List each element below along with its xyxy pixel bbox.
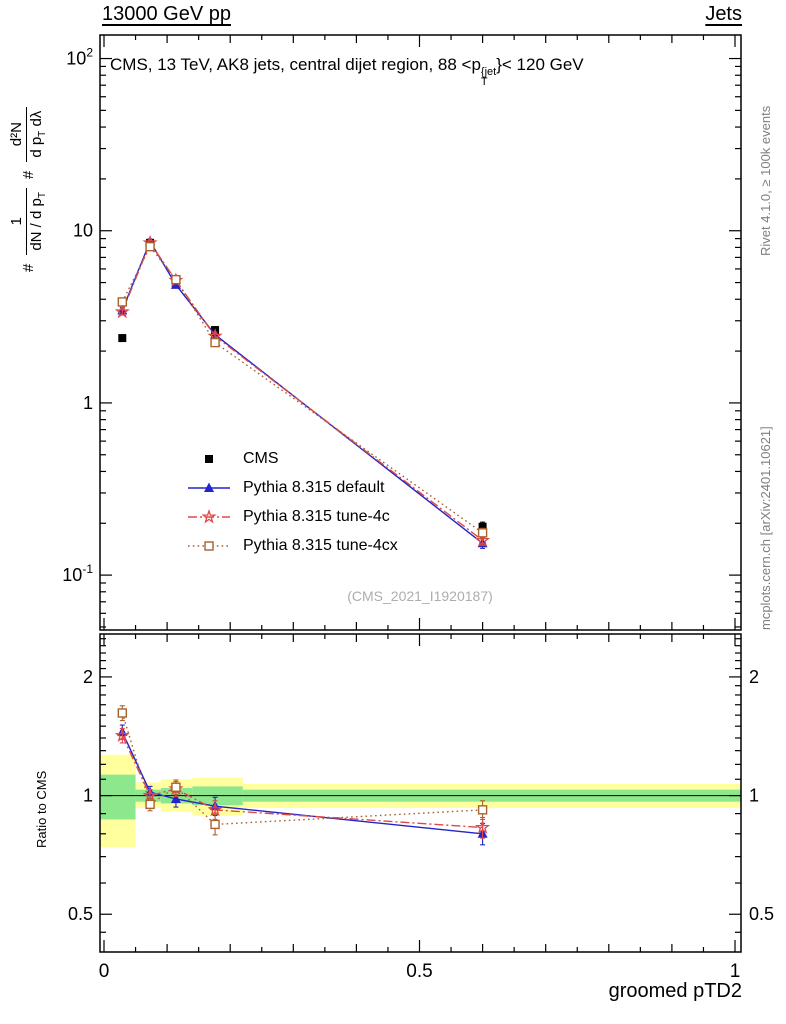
ratio-tick-label-right: 2 — [749, 667, 759, 687]
x-axis-tick-label: 0 — [99, 961, 110, 982]
marker-open-square — [204, 540, 214, 551]
ylabel-frac2-num: d²N — [8, 106, 27, 162]
marker-open-square — [145, 799, 155, 810]
legend-label: Pythia 8.315 tune-4c — [243, 507, 390, 525]
ylabel-fraction-2: d²N d pT dλ — [8, 106, 48, 162]
marker-open-square — [171, 782, 181, 792]
ratio-tick-label-right: 0.5 — [749, 904, 774, 924]
plot-title-text: CMS, 13 TeV, AK8 jets, central dijet reg… — [110, 55, 481, 74]
legend-entry: Pythia 8.315 tune-4cx — [186, 531, 398, 560]
ratio-tick-label-right: 1 — [749, 786, 759, 806]
plot-title-sub: T — [480, 76, 488, 88]
marker-filled-triangle — [170, 793, 181, 804]
marker-open-star — [114, 303, 130, 319]
marker-open-star — [475, 532, 491, 547]
ylabel-fraction-1: 1 dN / d pT — [8, 188, 48, 255]
y-axis-tick-label: 102 — [66, 46, 93, 69]
marker-open-star — [207, 801, 223, 817]
ylabel-frac1-den-sub: T — [37, 192, 48, 199]
ylabel-frac1-den: dN / d pT — [27, 188, 48, 255]
marker-filled-square — [118, 334, 127, 343]
legend-label: Pythia 8.315 tune-4cx — [243, 536, 398, 554]
x-axis-tick-label: 0.5 — [406, 961, 432, 982]
ratio-tick-label-left: 0.5 — [68, 904, 93, 924]
legend-entry: Pythia 8.315 default — [186, 473, 398, 502]
marker-open-square — [117, 708, 127, 718]
marker-filled-triangle — [204, 482, 214, 492]
marker-open-square — [171, 274, 181, 285]
x-axis-title: groomed pTD2 — [608, 980, 742, 1002]
legend-sample-square-filled — [205, 454, 213, 463]
legend-sample-triangle-filled — [188, 482, 230, 492]
plot-title-suffix: }< 120 GeV — [496, 55, 584, 74]
ylabel-frac2-den-sub: T — [37, 130, 48, 137]
y-axis-tick-label: 10-1 — [62, 562, 93, 585]
rivet-version-label: Rivet 4.1.0, ≥ 100k events — [758, 105, 773, 256]
ylabel-frac2-den-text2: dλ — [28, 110, 45, 131]
plot-title: CMS, 13 TeV, AK8 jets, central dijet reg… — [110, 55, 584, 88]
ratio-axis-label: Ratio to CMS — [34, 770, 49, 848]
mcplots-arxiv-label: mcplots.cern.ch [arXiv:2401.10621] — [758, 426, 773, 630]
legend-sample-star-open — [188, 508, 230, 524]
pt-jet-superscript: {jet T — [480, 66, 497, 88]
ratio-tick-label-left: 1 — [83, 786, 93, 806]
ylabel-hash2: # — [19, 170, 37, 180]
ylabel-frac2-den-text: d p — [28, 136, 45, 158]
ratio-tick-label-left: 2 — [83, 667, 93, 687]
plot-title-sup: {jet — [480, 66, 497, 78]
ylabel-frac1-den-text: dN / d p — [28, 198, 45, 251]
ylabel-hash: # — [19, 263, 37, 272]
marker-filled-square — [205, 454, 213, 463]
marker-open-square — [210, 819, 220, 830]
y-axis-tick-label: 1 — [83, 393, 93, 413]
y-axis-label-main: # 1 dN / d pT # d²N d pT dλ — [8, 106, 48, 272]
marker-open-square — [477, 528, 488, 538]
legend-label: Pythia 8.315 default — [243, 478, 385, 496]
ratio-panel-frame — [99, 633, 742, 953]
ylabel-frac2-den: d pT dλ — [27, 107, 48, 162]
series-main-pythia-8-315-tune-4cx — [117, 241, 488, 539]
marker-open-square — [145, 241, 155, 252]
legend-entry: Pythia 8.315 tune-4c — [186, 502, 398, 531]
ylabel-frac1-num: 1 — [8, 188, 27, 255]
process-header: Jets — [705, 3, 742, 25]
x-axis-tick-label: 1 — [730, 961, 741, 982]
legend-entry: CMS — [186, 444, 398, 473]
legend: CMS Pythia 8.315 default Pythia 8.315 tune… — [186, 444, 398, 560]
marker-open-star — [475, 819, 491, 834]
marker-open-square — [117, 297, 127, 307]
y-axis-tick-label: 10 — [73, 221, 93, 241]
legend-sample-square-open — [188, 540, 230, 551]
analysis-id-watermark: (CMS_2021_I1920187) — [347, 588, 493, 604]
marker-open-square — [210, 337, 220, 348]
series-line — [121, 712, 483, 826]
marker-open-star — [114, 727, 130, 742]
series-ratio-pythia-8-315-tune-4cx — [117, 705, 488, 836]
beam-energy-header: 13000 GeV pp — [102, 3, 231, 25]
marker-filled-square — [478, 522, 487, 531]
marker-open-star — [201, 508, 217, 524]
marker-open-square — [477, 805, 488, 815]
green-uncertainty-band — [100, 774, 136, 820]
legend-label: CMS — [243, 449, 279, 467]
main-panel-frame — [99, 34, 742, 631]
